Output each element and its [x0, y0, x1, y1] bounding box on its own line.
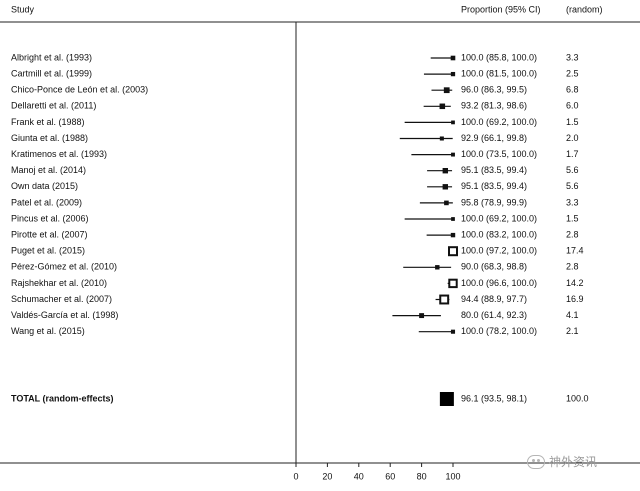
point-estimate [450, 232, 456, 238]
ci-label: 95.1 (83.5, 99.4) [461, 181, 527, 191]
weight-label: 2.8 [566, 262, 579, 272]
point-estimate [439, 136, 444, 141]
study-name: Valdés-García et al. (1998) [11, 310, 118, 320]
point-estimate [451, 217, 455, 221]
study-name: Rajshekhar et al. (2010) [11, 278, 107, 288]
weight-label: 3.3 [566, 197, 579, 207]
total-ci-label: 96.1 (93.5, 98.1) [461, 393, 527, 403]
ci-label: 100.0 (69.2, 100.0) [461, 213, 537, 223]
study-name: Patel et al. (2009) [11, 197, 82, 207]
ci-label: 100.0 (81.5, 100.0) [461, 68, 537, 78]
ci-label: 80.0 (61.4, 92.3) [461, 310, 527, 320]
total-estimate [439, 392, 454, 406]
ci-label: 100.0 (97.2, 100.0) [461, 246, 537, 256]
header-proportion: Proportion (95% CI) [461, 4, 541, 14]
total-name: TOTAL (random-effects) [11, 393, 114, 403]
weight-label: 1.5 [566, 213, 579, 223]
study-name: Own data (2015) [11, 181, 78, 191]
ci-label: 90.0 (68.3, 98.8) [461, 262, 527, 272]
study-name: Giunta et al. (1988) [11, 133, 88, 143]
weight-label: 4.1 [566, 310, 579, 320]
point-estimate [443, 87, 450, 94]
study-name: Schumacher et al. (2007) [11, 294, 112, 304]
x-tick-label: 60 [385, 471, 395, 481]
weight-label: 17.4 [566, 246, 584, 256]
study-name: Puget et al. (2015) [11, 246, 85, 256]
study-name: Wang et al. (2015) [11, 326, 85, 336]
point-estimate [442, 167, 449, 174]
total-weight-label: 100.0 [566, 393, 589, 403]
study-name: Frank et al. (1988) [11, 117, 85, 127]
weight-label: 14.2 [566, 278, 584, 288]
point-estimate [439, 103, 446, 110]
weight-label: 2.0 [566, 133, 579, 143]
ci-label: 100.0 (69.2, 100.0) [461, 117, 537, 127]
ci-label: 94.4 (88.9, 97.7) [461, 294, 527, 304]
study-name: Pirotte et al. (2007) [11, 229, 88, 239]
point-estimate [439, 294, 450, 305]
x-tick-label: 20 [322, 471, 332, 481]
weight-label: 2.8 [566, 229, 579, 239]
ci-label: 100.0 (83.2, 100.0) [461, 229, 537, 239]
weight-label: 1.7 [566, 149, 579, 159]
weight-label: 16.9 [566, 294, 584, 304]
x-tick-label: 40 [354, 471, 364, 481]
ci-label: 100.0 (96.6, 100.0) [461, 278, 537, 288]
header-study: Study [11, 4, 35, 14]
point-estimate [450, 71, 456, 77]
study-name: Manoj et al. (2014) [11, 165, 86, 175]
study-name: Dellaretti et al. (2011) [11, 101, 96, 111]
study-name: Kratimenos et al. (1993) [11, 149, 107, 159]
point-estimate [448, 278, 458, 289]
weight-label: 1.5 [566, 117, 579, 127]
x-tick-label: 0 [293, 471, 298, 481]
study-name: Chico-Ponce de León et al. (2003) [11, 85, 148, 95]
point-estimate [451, 120, 455, 125]
point-estimate [448, 246, 458, 257]
weight-label: 2.5 [566, 68, 579, 78]
study-name: Pincus et al. (2006) [11, 213, 89, 223]
weight-label: 5.6 [566, 181, 579, 191]
ci-label: 92.9 (66.1, 99.8) [461, 133, 527, 143]
ci-label: 100.0 (85.8, 100.0) [461, 52, 537, 62]
x-tick-label: 80 [417, 471, 427, 481]
weight-label: 3.3 [566, 52, 579, 62]
ci-label: 95.1 (83.5, 99.4) [461, 165, 527, 175]
point-estimate [444, 200, 449, 206]
point-estimate [450, 329, 456, 334]
weight-label: 2.1 [566, 326, 579, 336]
wechat-icon [527, 454, 545, 469]
ci-label: 100.0 (73.5, 100.0) [461, 149, 537, 159]
weight-label: 5.6 [566, 165, 579, 175]
ci-label: 100.0 (78.2, 100.0) [461, 326, 537, 336]
point-estimate [451, 152, 455, 157]
x-tick-label: 100 [445, 471, 460, 481]
watermark-text: 神外资讯 [549, 455, 598, 469]
study-name: Cartmill et al. (1999) [11, 68, 92, 78]
point-estimate [419, 313, 425, 319]
point-estimate [450, 55, 456, 61]
watermark: 神外资讯 [527, 453, 597, 470]
ci-label: 96.0 (86.3, 99.5) [461, 85, 527, 95]
ci-label: 93.2 (81.3, 98.6) [461, 101, 527, 111]
study-name: Albright et al. (1993) [11, 52, 92, 62]
ci-label: 95.8 (78.9, 99.9) [461, 197, 527, 207]
weight-label: 6.0 [566, 101, 579, 111]
point-estimate [442, 184, 449, 190]
weight-label: 6.8 [566, 85, 579, 95]
study-name: Pérez-Gómez et al. (2010) [11, 262, 117, 272]
header-weight: (random) [566, 4, 603, 14]
point-estimate [435, 265, 440, 270]
